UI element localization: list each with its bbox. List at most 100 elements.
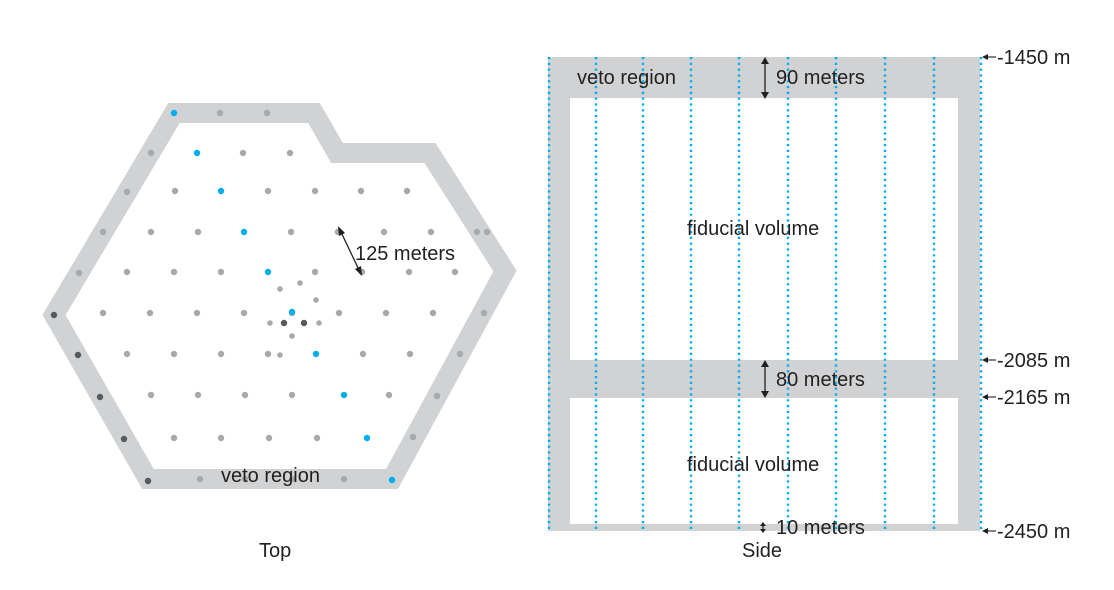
string-dot xyxy=(385,391,393,399)
string-dot xyxy=(311,268,319,276)
middle-thickness-arrow xyxy=(761,360,769,398)
string-dot xyxy=(240,228,248,236)
upper-veto-label: veto region xyxy=(577,67,676,89)
string-dot xyxy=(480,309,488,317)
depth-marker: -2450 m xyxy=(982,521,1070,543)
string-dot xyxy=(286,149,294,157)
depth-marker: -2085 m xyxy=(982,350,1070,372)
string-dot xyxy=(288,475,296,483)
string-dot xyxy=(406,350,414,358)
string-dot xyxy=(288,391,296,399)
string-dot xyxy=(99,228,107,236)
string-dot xyxy=(194,228,202,236)
string-dot xyxy=(147,391,155,399)
string-dot xyxy=(170,268,178,276)
fiducial-upper-label: fiducial volume xyxy=(687,218,819,240)
string-dot xyxy=(146,309,154,317)
string-dot xyxy=(405,268,413,276)
string-dot xyxy=(217,187,225,195)
side-bottom-veto xyxy=(548,524,980,531)
string-dot xyxy=(264,350,272,358)
string-dot xyxy=(340,475,348,483)
string-dot xyxy=(267,320,273,326)
string-dot xyxy=(359,350,367,358)
string-dot xyxy=(340,391,348,399)
string-dot xyxy=(297,280,303,286)
side-view: veto region 90 meters fiducial volume 80… xyxy=(547,47,1070,562)
string-dot xyxy=(363,434,371,442)
string-dot xyxy=(277,286,283,292)
string-dot xyxy=(263,109,271,117)
string-dot xyxy=(403,187,411,195)
string-dot xyxy=(170,350,178,358)
string-dot xyxy=(50,311,58,319)
string-dot xyxy=(382,309,390,317)
string-dot xyxy=(75,269,83,277)
depth-marker: -1450 m xyxy=(982,47,1070,69)
string-dot xyxy=(217,434,225,442)
depth-label: -1450 m xyxy=(997,47,1070,69)
bottom-thickness-label: 10 meters xyxy=(776,517,865,539)
string-dot xyxy=(335,309,343,317)
string-dot xyxy=(170,109,178,117)
string-dot xyxy=(147,149,155,157)
depth-marker: -2165 m xyxy=(982,387,1070,409)
string-dot xyxy=(311,187,319,195)
string-dot xyxy=(357,187,365,195)
top-string-grid xyxy=(50,109,491,485)
string-dot xyxy=(483,228,491,236)
string-dot xyxy=(288,308,296,316)
string-dot xyxy=(241,475,249,483)
string-dot xyxy=(277,352,283,358)
string-dot xyxy=(409,433,417,441)
string-dot xyxy=(313,297,319,303)
string-dot xyxy=(316,320,322,326)
string-dot xyxy=(171,187,179,195)
top-veto-label: veto region xyxy=(221,465,320,487)
string-dot xyxy=(241,391,249,399)
string-dot xyxy=(451,268,459,276)
string-dot xyxy=(74,351,82,359)
side-string-lines xyxy=(547,57,983,531)
string-dot xyxy=(287,228,295,236)
depth-label: -2165 m xyxy=(997,387,1070,409)
string-dot xyxy=(216,109,224,117)
bottom-thickness-marker xyxy=(760,522,766,533)
string-dot xyxy=(217,350,225,358)
string-dot xyxy=(388,476,396,484)
string-dot xyxy=(96,393,104,401)
top-veto-band xyxy=(42,103,517,489)
string-dot xyxy=(239,149,247,157)
fiducial-lower-label: fiducial volume xyxy=(687,454,819,476)
string-dot xyxy=(264,268,272,276)
spacing-label: 125 meters xyxy=(355,243,455,265)
string-dot xyxy=(120,435,128,443)
string-dot xyxy=(170,434,178,442)
string-dot xyxy=(289,333,295,339)
string-dot xyxy=(456,350,464,358)
string-dot xyxy=(123,268,131,276)
string-dot xyxy=(427,228,435,236)
side-left-veto xyxy=(548,57,570,530)
side-view-title: Side xyxy=(742,540,782,562)
spacing-arrow xyxy=(338,226,362,276)
side-right-veto xyxy=(958,57,980,530)
string-dot xyxy=(473,228,481,236)
string-dot xyxy=(312,350,320,358)
depth-label: -2450 m xyxy=(997,521,1070,543)
string-dot xyxy=(196,475,204,483)
string-dot xyxy=(429,309,437,317)
string-dot xyxy=(264,187,272,195)
string-dot xyxy=(144,477,152,485)
top-view: 125 meters veto region Top xyxy=(42,103,517,562)
string-dot xyxy=(313,434,321,442)
string-dot xyxy=(433,392,441,400)
string-dot xyxy=(380,228,388,236)
string-dot xyxy=(193,149,201,157)
string-dot xyxy=(240,309,248,317)
string-dot xyxy=(99,309,107,317)
middle-thickness-label: 80 meters xyxy=(776,369,865,391)
string-dot xyxy=(194,391,202,399)
upper-thickness-label: 90 meters xyxy=(776,67,865,89)
